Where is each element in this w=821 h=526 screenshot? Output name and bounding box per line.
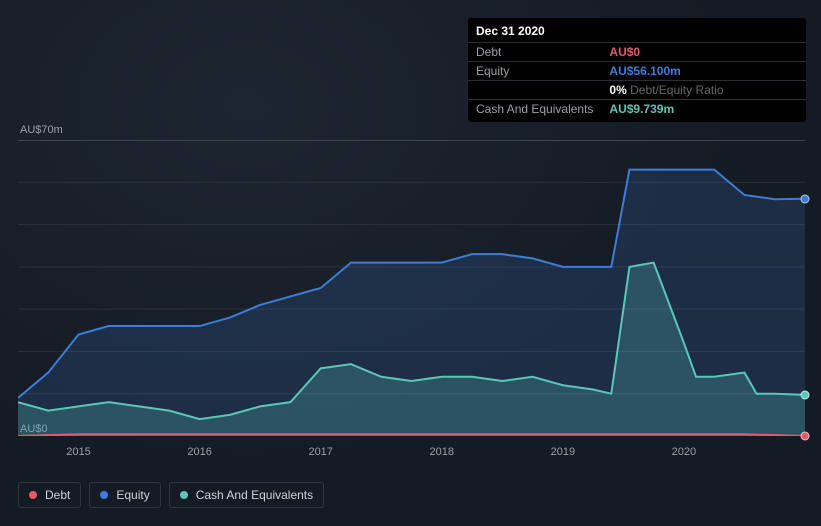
legend-item-equity[interactable]: Equity — [89, 482, 160, 508]
tooltip-row-value: AU$9.739m — [601, 100, 806, 119]
legend-label: Equity — [116, 488, 149, 502]
tooltip-row-label — [468, 81, 601, 100]
debt-hover-marker — [801, 432, 810, 441]
legend-item-cash-and-equivalents[interactable]: Cash And Equivalents — [169, 482, 324, 508]
equity-hover-marker — [801, 194, 810, 203]
tooltip-row-label: Debt — [468, 43, 601, 62]
x-tick: 2018 — [430, 446, 454, 458]
chart-area[interactable] — [18, 140, 805, 436]
x-tick: 2017 — [308, 446, 332, 458]
legend-dot-icon — [180, 491, 188, 499]
tooltip-date: Dec 31 2020 — [468, 22, 806, 42]
tooltip-row-label: Cash And Equivalents — [468, 100, 601, 119]
chart-legend: Debt Equity Cash And Equivalents — [18, 482, 324, 508]
legend-label: Cash And Equivalents — [196, 488, 313, 502]
tooltip-row: 0% Debt/Equity Ratio — [468, 81, 806, 100]
tooltip-row-value: AU$56.100m — [601, 62, 806, 81]
legend-label: Debt — [45, 488, 70, 502]
tooltip-row: EquityAU$56.100m — [468, 62, 806, 81]
x-axis: 2015 2016 2017 2018 2019 2020 — [18, 446, 805, 464]
hover-tooltip: Dec 31 2020 DebtAU$0EquityAU$56.100m0% D… — [468, 18, 806, 122]
x-tick: 2019 — [551, 446, 575, 458]
legend-dot-icon — [100, 491, 108, 499]
tooltip-row-value: AU$0 — [601, 43, 806, 62]
cash-hover-marker — [801, 390, 810, 399]
tooltip-row: Cash And EquivalentsAU$9.739m — [468, 100, 806, 119]
legend-item-debt[interactable]: Debt — [18, 482, 81, 508]
x-tick: 2015 — [66, 446, 90, 458]
x-tick: 2016 — [187, 446, 211, 458]
tooltip-row: DebtAU$0 — [468, 43, 806, 62]
y-axis-max-label: AU$70m — [20, 124, 63, 136]
legend-dot-icon — [29, 491, 37, 499]
tooltip-row-value: 0% Debt/Equity Ratio — [601, 81, 806, 100]
x-tick: 2020 — [672, 446, 696, 458]
tooltip-row-label: Equity — [468, 62, 601, 81]
